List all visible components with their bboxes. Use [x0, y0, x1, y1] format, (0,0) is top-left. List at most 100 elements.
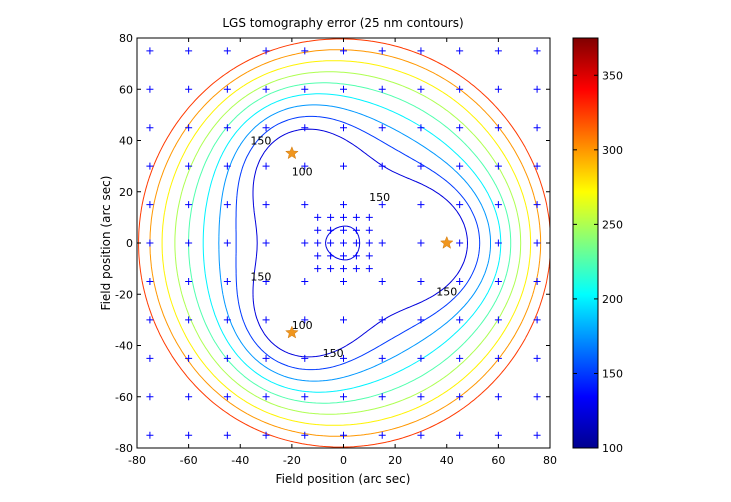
grid-marker [533, 316, 541, 324]
grid-marker [533, 239, 541, 247]
grid-marker [223, 85, 231, 93]
grid-marker [494, 124, 502, 132]
grid-marker [146, 393, 154, 401]
grid-marker [314, 252, 322, 260]
grid-marker [301, 431, 309, 439]
x-tick-label: 0 [340, 454, 347, 467]
y-tick-label: -60 [115, 391, 133, 404]
grid-marker [417, 393, 425, 401]
lgs-star [285, 325, 299, 339]
y-tick-label: -20 [115, 288, 133, 301]
grid-marker [378, 85, 386, 93]
grid-marker [533, 431, 541, 439]
grid-marker [340, 431, 347, 439]
grid-marker [456, 201, 464, 209]
grid-marker [378, 431, 386, 439]
x-tick-label: 80 [543, 454, 557, 467]
grid-marker [262, 354, 270, 362]
grid-marker [378, 277, 386, 285]
contour-label: 150 [250, 270, 271, 283]
grid-marker [146, 201, 154, 209]
y-tick-label: -80 [115, 442, 133, 455]
grid-marker [378, 239, 386, 247]
grid-marker [223, 239, 231, 247]
x-tick-label: -60 [180, 454, 198, 467]
grid-marker [185, 201, 193, 209]
grid-marker [494, 85, 502, 93]
grid-marker [494, 239, 502, 247]
grid-marker [340, 393, 347, 401]
contour-200 [202, 93, 502, 393]
x-tick-label: 40 [440, 454, 454, 467]
grid-marker [327, 239, 335, 247]
grid-marker [352, 265, 360, 273]
grid-marker [456, 316, 464, 324]
grid-marker [378, 47, 386, 55]
grid-marker [533, 85, 541, 93]
grid-marker [494, 316, 502, 324]
y-axis-label: Field position (arc sec) [99, 176, 113, 311]
grid-marker [533, 162, 541, 170]
grid-marker [456, 431, 464, 439]
grid-marker [417, 85, 425, 93]
grid-marker [146, 124, 154, 132]
grid-marker [223, 201, 231, 209]
contour-lines [138, 38, 550, 448]
grid-marker [417, 277, 425, 285]
colorbar-tick-label: 100 [602, 442, 623, 455]
colorbar-ticks: 100 150 200 250 300 350 [573, 69, 623, 455]
grid-marker [533, 277, 541, 285]
grid-marker [301, 316, 309, 324]
grid-marker [327, 265, 335, 273]
grid-marker [262, 277, 270, 285]
grid-marker [223, 316, 231, 324]
grid-marker [456, 124, 464, 132]
colorbar-tick-label: 150 [602, 367, 623, 380]
grid-marker [146, 47, 154, 55]
grid-marker [417, 47, 425, 55]
grid-marker [352, 252, 360, 260]
grid-marker [185, 316, 193, 324]
grid-marker [378, 316, 386, 324]
grid-marker [185, 239, 193, 247]
grid-marker [417, 239, 425, 247]
grid-marker [223, 162, 231, 170]
grid-marker [301, 239, 309, 247]
grid-marker [301, 277, 309, 285]
x-tick-label: 20 [388, 454, 402, 467]
x-tick-label: -20 [283, 454, 301, 467]
contour-label: 100 [292, 165, 313, 178]
grid-marker [494, 393, 502, 401]
grid-marker [146, 239, 154, 247]
grid-marker [417, 354, 425, 362]
y-tick-label: -40 [115, 340, 133, 353]
sample-grid [146, 47, 541, 439]
grid-marker [314, 226, 322, 234]
grid-marker [146, 85, 154, 93]
grid-marker [378, 162, 386, 170]
x-tick-label: -80 [128, 454, 146, 467]
grid-marker [378, 393, 386, 401]
grid-marker [301, 162, 309, 170]
x-axis-label: Field position (arc sec) [276, 472, 411, 486]
y-axis-ticks: -80 -60 -40 -20 0 20 40 60 80 [115, 32, 550, 455]
grid-marker [185, 354, 193, 362]
grid-marker [146, 354, 154, 362]
grid-marker [340, 277, 347, 285]
grid-marker [185, 47, 193, 55]
grid-marker [494, 277, 502, 285]
grid-marker [494, 162, 502, 170]
grid-marker [262, 85, 270, 93]
grid-marker [365, 252, 373, 260]
lgs-star [439, 235, 454, 249]
grid-marker [314, 265, 322, 273]
grid-marker [185, 124, 193, 132]
y-tick-label: 0 [126, 237, 133, 250]
grid-marker [533, 354, 541, 362]
grid-marker [533, 47, 541, 55]
grid-marker [340, 226, 347, 234]
grid-marker [352, 213, 360, 221]
x-tick-label: -40 [231, 454, 249, 467]
grid-marker [301, 354, 309, 362]
